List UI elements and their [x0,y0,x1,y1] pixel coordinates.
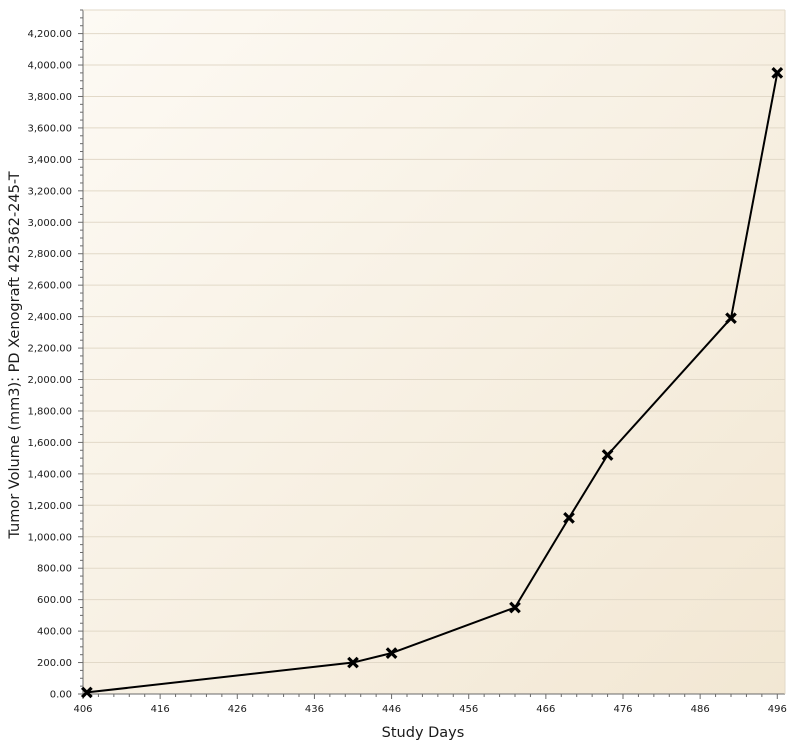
x-tick-label: 436 [305,704,324,715]
y-axis-ticks: 0.00 200.00 400.00 600.00 800.00 1,000.00 1,20… [27,9,83,701]
x-tick-label: 416 [151,704,170,715]
x-tick-label: 476 [613,704,632,715]
y-tick-label: 3,000.00 [27,218,72,229]
plot-area [83,10,785,694]
y-tick-label: 400.00 [37,627,72,638]
x-tick-label: 456 [459,704,478,715]
y-axis-title: Tumor Volume (mm3): PD Xenograft 425362-… [7,171,23,539]
x-tick-label: 406 [73,704,92,715]
y-tick-label: 0.00 [50,690,72,701]
y-tick-label: 2,600.00 [27,281,72,292]
y-tick-label: 600.00 [37,595,72,606]
x-tick-label: 466 [536,704,555,715]
y-tick-label: 3,800.00 [27,92,72,103]
y-tick-label: 200.00 [37,658,72,669]
y-tick-label: 1,000.00 [27,532,72,543]
y-tick-label: 2,800.00 [27,249,72,260]
x-tick-label: 496 [768,704,787,715]
y-tick-label: 2,200.00 [27,344,72,355]
series-group [80,67,784,699]
y-tick-label: 3,600.00 [27,123,72,134]
y-tick-label: 1,400.00 [27,469,72,480]
y-tick-label: 800.00 [37,564,72,575]
x-axis-title: Study Days [382,725,465,741]
y-tick-label: 4,000.00 [27,61,72,72]
series-line [86,72,779,694]
data-point-marker [509,601,521,614]
y-tick-label: 1,600.00 [27,438,72,449]
y-tick-label: 4,200.00 [27,29,72,40]
x-tick-label: 446 [382,704,401,715]
data-point-marker [771,67,784,79]
grid-lines [83,33,785,664]
y-tick-label: 2,400.00 [27,312,72,323]
data-point-marker [563,512,575,524]
data-point-marker [347,656,359,669]
data-point-marker [385,647,398,659]
x-tick-label: 486 [691,704,710,715]
y-tick-label: 2,000.00 [27,375,72,386]
x-tick-label: 426 [228,704,247,715]
y-tick-label: 3,400.00 [27,155,72,166]
x-axis-ticks: 406 416 426 436 446 456 466 476 486 496 [73,694,787,715]
data-point-marker [80,686,93,699]
data-point-marker [601,449,614,461]
y-tick-label: 3,200.00 [27,186,72,197]
data-point-marker [725,312,737,325]
axes [82,9,786,695]
y-tick-label: 1,800.00 [27,406,72,417]
y-tick-label: 1,200.00 [27,501,72,512]
